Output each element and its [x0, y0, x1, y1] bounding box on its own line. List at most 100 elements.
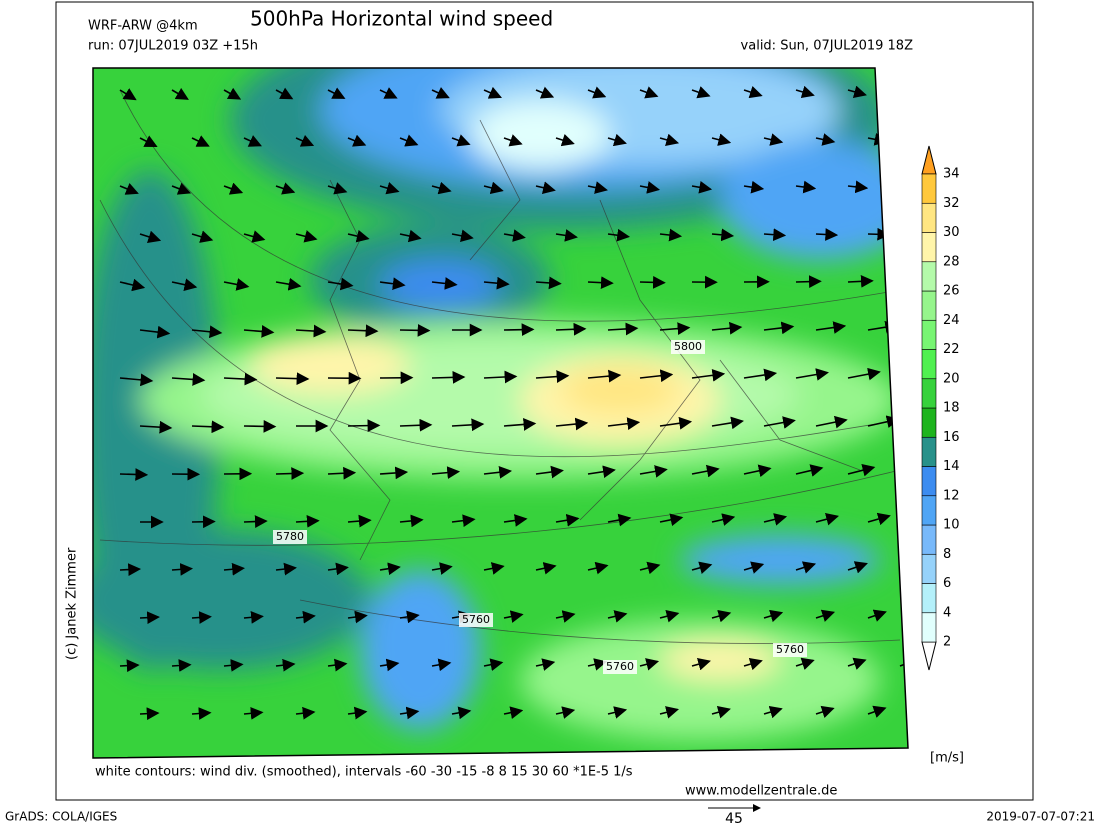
contour-label: 5760 — [606, 660, 634, 673]
wind-arrow — [711, 609, 732, 623]
wind-arrow — [795, 180, 817, 194]
wind-arrow — [243, 515, 268, 528]
wind-arrow — [451, 706, 472, 720]
wind-arrow — [327, 182, 348, 195]
contour-label: 5760 — [776, 643, 804, 656]
wind-arrow — [327, 87, 346, 99]
wind-arrow — [763, 609, 784, 623]
wind-arrow — [815, 705, 835, 719]
wind-arrow — [483, 181, 504, 195]
wind-arrow — [347, 324, 379, 338]
run-label: run: 07JUL2019 03Z +15h — [88, 39, 258, 54]
wind-arrow — [867, 705, 887, 718]
wind-arrow — [535, 276, 562, 290]
wind-arrow — [295, 706, 316, 720]
wind-arrow — [139, 420, 173, 434]
colorbar-label: 8 — [943, 547, 951, 562]
wind-arrow — [503, 134, 523, 147]
wind-arrow — [139, 325, 171, 339]
wind-arrow — [483, 658, 504, 671]
wind-arrow — [659, 228, 683, 242]
wind-arrow — [347, 134, 367, 147]
colorbar-over — [921, 145, 937, 175]
wind-arrow — [327, 658, 348, 672]
wind-arrow — [691, 368, 726, 382]
reference-value: 45 — [725, 811, 743, 825]
wind-arrow — [483, 562, 505, 575]
wind-arrow — [223, 659, 244, 672]
wind-arrow — [503, 418, 537, 431]
colorbar-segment — [921, 553, 937, 584]
wind-arrow — [503, 610, 524, 623]
wind-arrow — [347, 419, 381, 433]
wind-arrow — [763, 513, 788, 526]
wind-arrow — [483, 465, 513, 479]
wind-arrow — [899, 85, 908, 98]
wind-arrow — [743, 85, 763, 99]
colorbar-segment — [921, 524, 937, 555]
wind-arrow — [815, 609, 836, 622]
wind-arrow — [399, 418, 433, 432]
wind-arrow — [659, 610, 680, 623]
wind-arrow — [171, 278, 198, 291]
colorbar-label: 28 — [943, 254, 960, 269]
wind-arrow — [451, 418, 485, 432]
wind-arrow — [295, 514, 320, 528]
wind-arrow — [639, 86, 659, 99]
wind-arrow — [535, 86, 555, 99]
website: www.modellzentrale.de — [685, 784, 837, 799]
wind-arrow — [795, 275, 822, 289]
wind-arrow — [295, 134, 315, 147]
wind-arrow — [171, 563, 194, 576]
wind-arrow — [639, 181, 661, 194]
wind-arrow — [483, 276, 510, 290]
wind-arrow — [243, 707, 264, 720]
wind-arrow — [399, 323, 431, 337]
wind-arrow — [639, 275, 666, 289]
wind-arrow — [867, 227, 891, 241]
colorbar-segment — [921, 378, 937, 409]
wind-arrow — [795, 657, 815, 670]
wind-arrow — [815, 228, 839, 241]
wind-arrow — [639, 658, 660, 671]
wind-arrow — [483, 86, 503, 99]
wind-arrow — [795, 85, 815, 99]
wind-arrow — [243, 135, 262, 147]
wind-arrow — [223, 562, 245, 576]
colorbar-segment — [921, 261, 937, 292]
wind-arrow — [691, 464, 720, 478]
wind-arrow — [431, 562, 453, 575]
wind-arrow — [451, 134, 471, 147]
wind-arrow — [899, 657, 908, 670]
wind-arrow — [555, 322, 587, 336]
wind-arrow — [815, 321, 847, 334]
wind-arrow — [171, 373, 206, 386]
valid-label: valid: Sun, 07JUL2019 18Z — [741, 39, 914, 54]
colorbar-segment — [921, 173, 937, 204]
wind-arrow — [139, 611, 160, 625]
wind-arrow — [243, 419, 277, 433]
wind-arrow — [847, 561, 868, 574]
colorbar-label: 12 — [943, 488, 960, 503]
wind-arrow — [327, 466, 357, 480]
wind-arrow — [327, 277, 354, 291]
colorbar-label: 10 — [943, 518, 960, 533]
wind-arrow — [555, 706, 576, 719]
wind-arrow — [275, 372, 310, 386]
colorbar-label: 26 — [943, 284, 960, 299]
wind-arrow — [659, 133, 680, 147]
wind-arrow — [743, 561, 765, 574]
colorbar-segment — [921, 407, 937, 438]
wind-arrow — [431, 277, 458, 290]
wind-arrow — [815, 415, 848, 429]
contour-label-box — [773, 643, 807, 657]
wind-arrow — [639, 465, 668, 478]
colorbar-segment — [921, 583, 937, 614]
wind-arrow — [379, 277, 406, 291]
wind-arrow — [327, 562, 349, 576]
wind-arrow — [535, 658, 556, 671]
wind-arrow — [607, 513, 632, 527]
wind-arrow — [347, 229, 370, 243]
wind-arrow — [815, 512, 839, 526]
